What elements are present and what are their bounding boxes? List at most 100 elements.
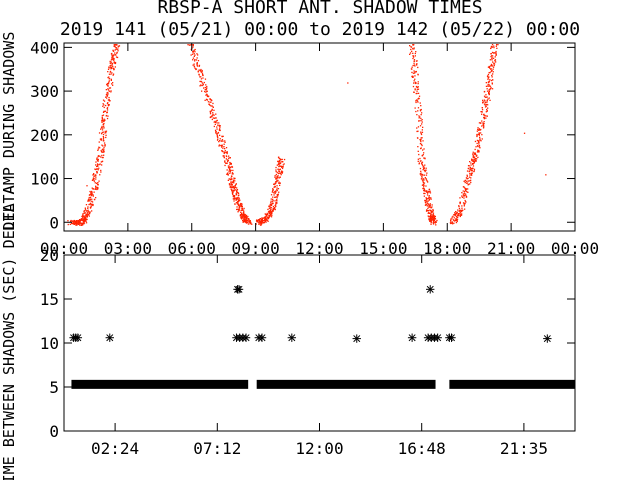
delta-amp-point xyxy=(274,192,276,195)
delta-amp-point xyxy=(273,191,276,193)
delta-amp-point xyxy=(193,49,195,51)
delta-amp-point xyxy=(234,180,236,182)
delta-amp-point xyxy=(452,223,454,225)
delta-amp-point xyxy=(103,137,105,139)
delta-amp-point xyxy=(493,46,495,49)
delta-amp-point xyxy=(219,138,221,140)
delta-amp-point xyxy=(265,219,268,221)
delta-amp-point xyxy=(276,180,278,183)
delta-amp-point xyxy=(102,111,105,113)
delta-amp-point xyxy=(230,186,233,189)
delta-amp-point xyxy=(266,219,268,222)
delta-amp-point xyxy=(209,98,211,100)
delta-amp-point xyxy=(479,129,481,131)
delta-amp-point xyxy=(489,88,491,90)
delta-amp-point xyxy=(216,133,218,135)
delta-amp-point xyxy=(456,212,458,214)
delta-amp-point xyxy=(107,93,109,95)
delta-amp-point xyxy=(108,66,110,68)
delta-amp-point xyxy=(207,101,210,103)
delta-amp-point xyxy=(487,85,489,87)
delta-amp-point xyxy=(244,220,246,222)
delta-amp-point xyxy=(270,214,272,216)
delta-amp-point xyxy=(474,158,476,160)
delta-amp-point xyxy=(489,59,491,61)
delta-amp-point xyxy=(213,114,215,116)
delta-amp-point xyxy=(472,151,474,153)
delta-amp-point xyxy=(91,201,94,203)
delta-amp-point xyxy=(417,146,419,148)
delta-amp-point xyxy=(453,222,455,224)
bottom-y-axis-label-overlap: DELTA xyxy=(0,185,18,230)
delta-amp-point xyxy=(92,204,94,207)
delta-amp-point xyxy=(74,223,76,225)
top-x-tick-label: 18:00 xyxy=(423,239,471,258)
bottom-y-tick-label: 20 xyxy=(40,246,59,265)
delta-amp-point xyxy=(89,200,91,202)
delta-amp-point xyxy=(424,204,427,206)
delta-amp-point xyxy=(118,45,120,47)
delta-amp-point xyxy=(470,177,472,179)
delta-amp-point xyxy=(474,153,476,156)
delta-amp-point xyxy=(104,130,106,133)
delta-amp-point xyxy=(76,224,78,226)
delta-amp-point xyxy=(478,133,480,135)
delta-amp-point xyxy=(466,182,468,184)
delta-amp-point xyxy=(427,215,429,217)
delta-amp-point xyxy=(72,220,74,222)
delta-amp-point xyxy=(84,207,86,209)
delta-amp-point xyxy=(107,68,110,70)
delta-amp-point xyxy=(240,212,243,214)
delta-amp-point xyxy=(102,99,105,101)
delta-amp-point xyxy=(418,163,420,165)
delta-amp-point xyxy=(192,50,195,52)
delta-amp-point xyxy=(93,180,95,182)
delta-amp-point xyxy=(478,141,480,144)
delta-amp-point xyxy=(427,197,429,200)
delta-amp-point xyxy=(237,192,240,195)
delta-amp-point xyxy=(78,221,80,224)
delta-amp-point xyxy=(108,87,111,89)
delta-amp-point xyxy=(280,171,283,173)
delta-amp-point xyxy=(416,63,418,65)
delta-amp-point xyxy=(108,77,111,80)
delta-amp-point xyxy=(105,89,107,91)
shadow-interval-point xyxy=(73,333,83,342)
delta-amp-point xyxy=(104,119,106,121)
delta-amp-point xyxy=(206,90,208,93)
delta-amp-point xyxy=(102,133,105,136)
delta-amp-point xyxy=(98,132,101,134)
delta-amp-point xyxy=(490,45,493,48)
delta-amp-point xyxy=(239,215,241,217)
delta-amp-point xyxy=(260,221,262,224)
delta-amp-point xyxy=(425,203,427,205)
delta-amp-point xyxy=(196,64,198,66)
delta-amp-point xyxy=(421,123,423,125)
delta-amp-point xyxy=(89,206,92,208)
delta-amp-point xyxy=(420,138,422,141)
delta-amp-point xyxy=(82,215,84,217)
delta-amp-point xyxy=(96,188,98,191)
delta-amp-point xyxy=(473,152,476,154)
delta-amp-point xyxy=(238,207,241,209)
delta-amp-point xyxy=(200,81,203,83)
delta-amp-point xyxy=(472,154,474,157)
delta-amp-point xyxy=(194,59,196,61)
delta-amp-point xyxy=(96,164,99,166)
delta-amp-point xyxy=(240,203,243,205)
delta-amp-point xyxy=(268,216,270,218)
delta-amp-point xyxy=(488,89,490,91)
delta-amp-point xyxy=(90,192,92,194)
delta-amp-point xyxy=(240,211,242,213)
delta-amp-point xyxy=(430,217,432,219)
delta-amp-point xyxy=(218,129,221,131)
delta-amp-point xyxy=(232,198,234,200)
delta-amp-point xyxy=(275,169,277,171)
delta-amp-point xyxy=(429,216,431,219)
delta-amp-point xyxy=(412,76,414,78)
delta-amp-point xyxy=(279,184,281,186)
delta-amp-point xyxy=(425,174,428,176)
delta-amp-point xyxy=(280,174,282,176)
delta-amp-point xyxy=(98,141,100,143)
delta-amp-point xyxy=(114,46,116,48)
